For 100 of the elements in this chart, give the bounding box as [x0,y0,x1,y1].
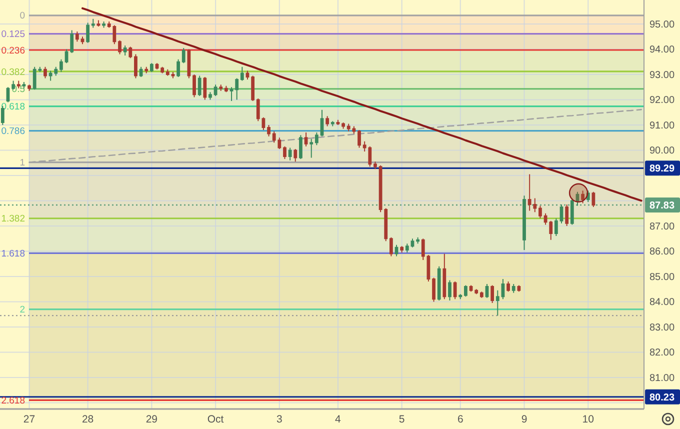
candlestick [102,20,106,28]
candlestick [453,281,457,300]
candlestick [28,84,31,92]
y-tick-label: 92.00 [649,95,675,106]
x-tick-label: 29 [146,414,158,426]
candlestick [288,147,292,161]
candlestick [6,86,10,103]
y-tick-label: 91.00 [649,120,675,132]
candlestick [310,138,314,158]
candlestick [565,204,569,226]
candlestick [70,30,74,54]
x-tick-label: 3 [276,414,282,426]
candlestick [501,278,505,300]
candlestick [96,20,100,28]
candlestick [246,70,250,80]
candlestick [240,66,244,82]
candlestick [342,122,345,130]
candlestick [60,58,63,72]
candlestick [544,212,548,226]
candlestick [134,54,138,79]
candlestick [160,66,164,74]
candlestick [294,148,298,162]
candlestick [374,161,377,170]
candlestick [283,146,286,160]
annotation: 1.618 [1,248,25,260]
y-tick-label: 95.00 [649,19,675,30]
candlestick [586,190,590,202]
candlestick [437,266,441,301]
candlestick [224,85,228,93]
candlestick [144,66,148,74]
candlestick [214,84,218,96]
candlestick [517,284,521,292]
candlestick [123,44,127,56]
ref-line-label: 89.29 [649,164,675,175]
candlestick [496,290,500,316]
candlestick [150,62,154,72]
x-tick-label: Oct [207,414,224,426]
ref-line-label: 87.83 [649,200,675,212]
y-tick-label: 90.00 [649,146,675,157]
candlestick [176,58,180,78]
candlestick [118,40,122,55]
ref-line-label: 80.23 [649,392,675,404]
candlestick [64,48,68,64]
candlestick [554,218,558,237]
annotation: 1.382 [1,214,25,225]
candlestick [299,134,302,160]
candlestick [560,204,564,224]
candlestick [267,124,270,137]
candlestick [512,284,516,294]
candlestick [358,130,361,148]
y-tick-label: 84.00 [649,297,675,308]
y-tick-label: 93.00 [649,70,675,81]
candlestick [198,75,202,96]
annotation: 0.236 [1,45,25,56]
candlestick [485,284,489,298]
candlestick [549,220,553,240]
candlestick [314,132,318,146]
candlestick [262,116,266,131]
x-tick-label: 9 [521,414,528,426]
x-tick-label: 6 [457,414,464,426]
annotation: 0.125 [1,29,25,40]
candlestick [464,284,468,298]
candlestick [208,92,212,100]
candlestick [128,46,132,59]
candlestick [538,205,542,219]
candlestick [469,284,473,292]
candlestick [330,120,334,127]
candlestick [384,208,388,242]
x-tick-label: 10 [582,414,594,426]
candlestick [203,76,207,100]
line-series [81,7,642,202]
candlestick [410,238,414,248]
candlestick [522,195,526,250]
annotation: 2 [20,304,25,316]
candlestick [86,22,90,44]
candlestick [326,116,330,127]
candlestick [394,244,398,257]
y-tick-label: 83.00 [649,322,675,334]
candlestick [416,236,420,244]
x-tick-label: 5 [398,414,405,426]
candlestick [155,62,159,70]
x-tick-label: 4 [335,414,342,426]
y-tick-label: 81.00 [649,372,675,384]
x-tick-label: 28 [82,414,94,426]
candlestick [581,190,584,204]
candlestick [506,281,510,292]
candlestick [458,294,462,300]
annotation: 0.382 [1,66,25,78]
y-tick-label: 82.00 [649,348,675,359]
candlestick [166,68,170,76]
candlestick [139,66,143,78]
candlestick [400,246,404,253]
x-tick-label: 27 [23,414,36,426]
candlestick [432,277,436,302]
candlestick [219,84,223,92]
candlestick [182,47,186,64]
candlestick [230,86,234,102]
candlestick [570,198,574,226]
candlestick [44,66,47,79]
candlestick [80,36,84,45]
